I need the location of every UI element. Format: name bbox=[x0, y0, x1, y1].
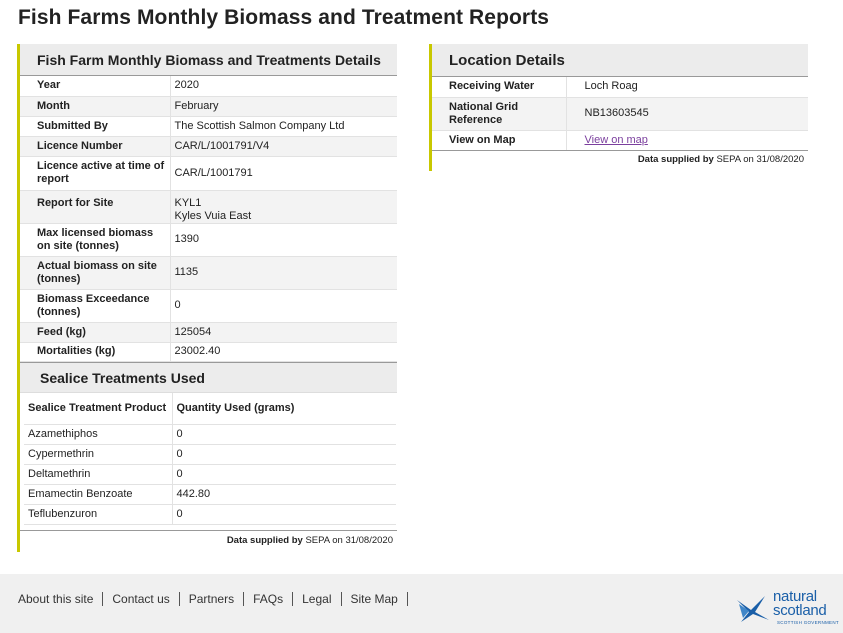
table-row: Submitted By The Scottish Salmon Company… bbox=[20, 116, 397, 137]
logo-subtitle: SCOTTISH GOVERNMENT bbox=[777, 620, 839, 625]
treatments-table: Sealice Treatment Product Quantity Used … bbox=[24, 392, 396, 525]
row-value: 125054 bbox=[170, 322, 397, 343]
table-row: Deltamethrin 0 bbox=[24, 464, 396, 485]
data-supplied-note: Data supplied by SEPA on 31/08/2020 bbox=[637, 154, 804, 165]
treatments-title: Sealice Treatments Used bbox=[20, 361, 397, 393]
table-row: Feed (kg) 125054 bbox=[20, 322, 397, 343]
quantity-cell: 0 bbox=[172, 444, 396, 465]
row-value: 1135 bbox=[170, 256, 397, 290]
row-value: 1390 bbox=[170, 223, 397, 257]
row-label: Month bbox=[20, 96, 171, 117]
row-label: View on Map bbox=[432, 130, 567, 151]
row-value: 0 bbox=[170, 289, 397, 323]
footer-link-sitemap[interactable]: Site Map bbox=[342, 592, 408, 606]
row-label: Feed (kg) bbox=[20, 322, 171, 343]
table-row: Licence Number CAR/L/1001791/V4 bbox=[20, 136, 397, 157]
product-cell: Azamethiphos bbox=[24, 424, 173, 445]
details-table: Year 2020 Month February Submitted By Th… bbox=[20, 76, 397, 362]
footer-link-partners[interactable]: Partners bbox=[180, 592, 245, 606]
saltire-bird-icon bbox=[737, 596, 769, 622]
table-row: Emamectin Benzoate 442.80 bbox=[24, 484, 396, 505]
product-cell: Teflubenzuron bbox=[24, 504, 173, 525]
row-label: Licence Number bbox=[20, 136, 171, 157]
row-label: Biomass Exceedance (tonnes) bbox=[20, 289, 171, 323]
footer-link-about[interactable]: About this site bbox=[18, 592, 104, 606]
row-value: The Scottish Salmon Company Ltd bbox=[170, 116, 397, 137]
row-value: Loch Roag bbox=[566, 77, 808, 98]
table-row: Teflubenzuron 0 bbox=[24, 504, 396, 525]
biomass-details-panel: Fish Farm Monthly Biomass and Treatments… bbox=[17, 44, 397, 552]
table-row: Licence active at time of report CAR/L/1… bbox=[20, 156, 397, 191]
location-details-panel: Location Details Receiving Water Loch Ro… bbox=[429, 44, 808, 171]
logo-line2: scotland bbox=[773, 602, 827, 619]
table-row: Biomass Exceedance (tonnes) 0 bbox=[20, 289, 397, 323]
footer-link-legal[interactable]: Legal bbox=[293, 592, 342, 606]
footer-links: About this site Contact us Partners FAQs… bbox=[18, 592, 408, 606]
row-value: 23002.40 bbox=[170, 342, 397, 362]
product-column-header: Sealice Treatment Product bbox=[24, 392, 173, 425]
row-label: Receiving Water bbox=[432, 77, 567, 98]
row-value: February bbox=[170, 96, 397, 117]
table-row: Year 2020 bbox=[20, 76, 397, 97]
table-row: Actual biomass on site (tonnes) 1135 bbox=[20, 256, 397, 290]
data-supplied-note: Data supplied by SEPA on 31/08/2020 bbox=[226, 535, 393, 546]
quantity-column-header: Quantity Used (grams) bbox=[172, 392, 396, 425]
row-value: CAR/L/1001791 bbox=[170, 156, 397, 191]
row-label: Max licensed biomass on site (tonnes) bbox=[20, 223, 171, 257]
location-table: Receiving Water Loch Roag National Grid … bbox=[432, 77, 808, 151]
product-cell: Cypermethrin bbox=[24, 444, 173, 465]
row-label: Mortalities (kg) bbox=[20, 342, 171, 362]
row-label: National Grid Reference bbox=[432, 97, 567, 131]
table-row: Mortalities (kg) 23002.40 bbox=[20, 342, 397, 362]
location-panel-title: Location Details bbox=[432, 44, 808, 77]
table-row: Report for Site KYL1 Kyles Vuia East bbox=[20, 190, 397, 224]
row-value: CAR/L/1001791/V4 bbox=[170, 136, 397, 157]
row-value-multi: KYL1 Kyles Vuia East bbox=[170, 190, 397, 224]
footer-link-faqs[interactable]: FAQs bbox=[244, 592, 294, 606]
view-on-map-link[interactable]: View on map bbox=[584, 133, 648, 146]
logo-line1: natural bbox=[773, 588, 817, 605]
row-label: Report for Site bbox=[20, 190, 171, 224]
product-cell: Deltamethrin bbox=[24, 464, 173, 485]
table-row: Max licensed biomass on site (tonnes) 13… bbox=[20, 223, 397, 257]
table-row: National Grid Reference NB13603545 bbox=[432, 97, 808, 131]
footer: About this site Contact us Partners FAQs… bbox=[0, 574, 843, 633]
table-row: Receiving Water Loch Roag bbox=[432, 77, 808, 98]
row-label: Actual biomass on site (tonnes) bbox=[20, 256, 171, 290]
row-label: Licence active at time of report bbox=[20, 156, 171, 191]
row-value: 2020 bbox=[170, 76, 397, 97]
site-name: Kyles Vuia East bbox=[174, 209, 252, 222]
table-row: Month February bbox=[20, 96, 397, 117]
page-title: Fish Farms Monthly Biomass and Treatment… bbox=[18, 6, 550, 29]
treatments-header-row: Sealice Treatment Product Quantity Used … bbox=[24, 392, 396, 425]
quantity-cell: 0 bbox=[172, 464, 396, 485]
table-row: Azamethiphos 0 bbox=[24, 424, 396, 445]
quantity-cell: 0 bbox=[172, 424, 396, 445]
quantity-cell: 0 bbox=[172, 504, 396, 525]
site-code: KYL1 bbox=[174, 196, 202, 209]
table-row: Cypermethrin 0 bbox=[24, 444, 396, 465]
footer-link-contact[interactable]: Contact us bbox=[103, 592, 180, 606]
row-label: Submitted By bbox=[20, 116, 171, 137]
details-panel-title: Fish Farm Monthly Biomass and Treatments… bbox=[20, 44, 397, 76]
quantity-cell: 442.80 bbox=[172, 484, 396, 505]
natural-scotland-logo[interactable]: natural scotland SCOTTISH GOVERNMENT bbox=[735, 588, 839, 630]
product-cell: Emamectin Benzoate bbox=[24, 484, 173, 505]
row-value: View on map bbox=[566, 130, 808, 151]
row-label: Year bbox=[20, 76, 171, 97]
row-value: NB13603545 bbox=[566, 97, 808, 131]
table-row: View on Map View on map bbox=[432, 130, 808, 151]
